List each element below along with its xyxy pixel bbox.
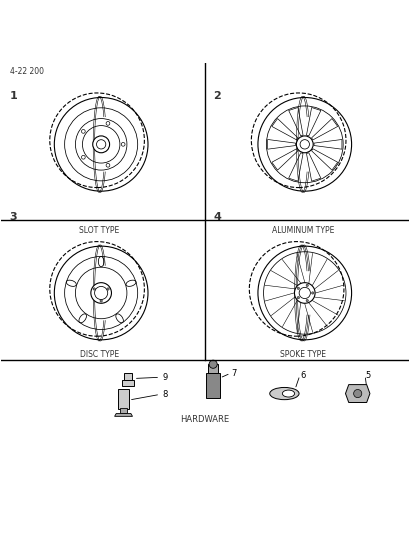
Circle shape — [297, 287, 299, 289]
Circle shape — [305, 284, 308, 287]
Text: 1: 1 — [9, 91, 17, 101]
Text: 6: 6 — [300, 371, 306, 379]
Text: 3: 3 — [9, 212, 17, 222]
Bar — [118, 390, 128, 409]
Bar — [121, 380, 133, 386]
Text: SLOT TYPE: SLOT TYPE — [79, 226, 119, 235]
Text: 4-22 200: 4-22 200 — [9, 67, 43, 76]
Text: ALUMINUM TYPE: ALUMINUM TYPE — [271, 226, 333, 235]
Text: 4: 4 — [213, 212, 220, 222]
Circle shape — [209, 360, 217, 368]
Text: 9: 9 — [162, 373, 167, 382]
Text: SPOKE TYPE: SPOKE TYPE — [279, 350, 325, 359]
Text: 5: 5 — [365, 371, 370, 379]
Bar — [123, 373, 131, 380]
Circle shape — [91, 282, 111, 303]
Circle shape — [305, 300, 308, 302]
Text: 8: 8 — [162, 390, 167, 399]
Polygon shape — [345, 385, 369, 402]
Text: HARDWARE: HARDWARE — [180, 415, 229, 424]
Circle shape — [311, 292, 313, 294]
Circle shape — [294, 282, 314, 303]
Circle shape — [107, 288, 109, 290]
Ellipse shape — [282, 390, 294, 397]
Ellipse shape — [269, 387, 298, 400]
Circle shape — [93, 288, 95, 290]
Bar — [205, 373, 220, 399]
Bar — [207, 364, 218, 373]
Circle shape — [353, 390, 361, 398]
Text: 2: 2 — [213, 91, 220, 101]
Bar — [119, 408, 127, 413]
Circle shape — [92, 136, 109, 153]
Circle shape — [297, 296, 299, 299]
Circle shape — [100, 300, 102, 302]
Text: 7: 7 — [231, 369, 236, 378]
Text: DISC TYPE: DISC TYPE — [79, 350, 118, 359]
Circle shape — [296, 136, 312, 153]
Polygon shape — [115, 414, 132, 416]
